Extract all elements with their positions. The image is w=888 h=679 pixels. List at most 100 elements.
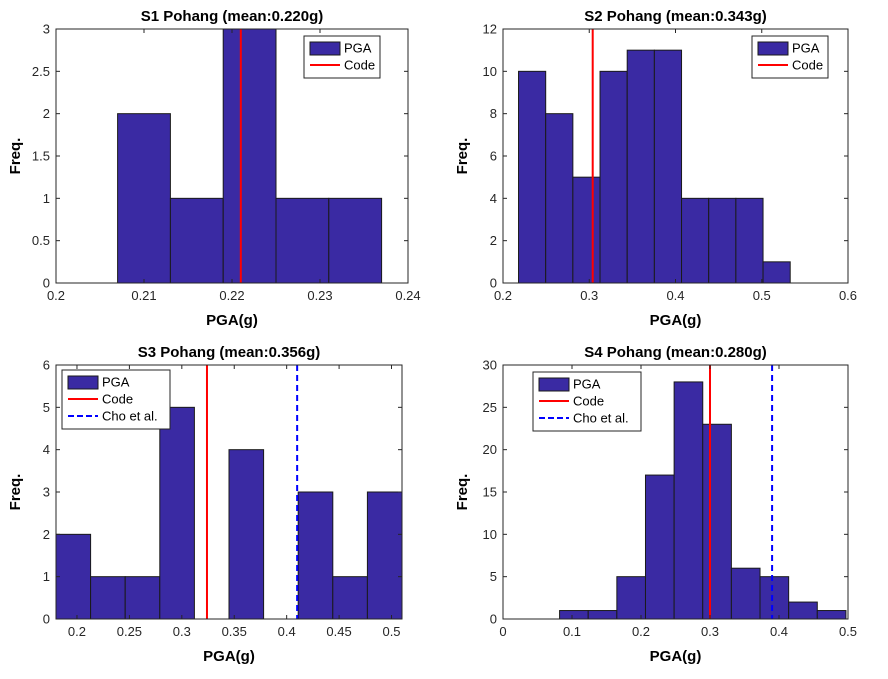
legend-label: Code [792, 58, 823, 73]
histogram-bar [332, 576, 368, 620]
x-tick-label: 0.22 [219, 288, 244, 303]
x-tick-label: 0.23 [307, 288, 332, 303]
histogram-bar [587, 610, 618, 620]
legend: PGA Code [751, 35, 829, 79]
legend-swatch-pga [757, 41, 789, 56]
y-tick-label: 2 [43, 527, 50, 542]
y-tick-label: 12 [483, 22, 497, 37]
y-axis-label: Freq. [454, 138, 471, 175]
chart-panel-3: 0.2 0.25 0.3 0.35 0.4 0.45 0.5 0 1 2 3 4 5 6 S3 Pohang… [7, 344, 403, 665]
histogram-bar [626, 49, 655, 284]
legend-swatch-pga [309, 41, 341, 56]
y-axis-label: Freq. [7, 474, 24, 511]
histogram-bar [117, 113, 171, 284]
histogram-bar [124, 576, 161, 620]
histogram-bar [735, 197, 764, 284]
legend-label: PGA [344, 41, 372, 56]
y-tick-label: 2 [43, 106, 50, 121]
legend-label: Code [102, 392, 133, 407]
y-tick-label: 15 [483, 485, 497, 500]
y-tick-label: 4 [43, 442, 50, 457]
y-axis-label: Freq. [454, 474, 471, 511]
x-tick-label: 0.5 [753, 288, 771, 303]
x-tick-label: 0.4 [278, 624, 296, 639]
histogram-bar [559, 610, 589, 620]
histogram-bar [644, 474, 675, 620]
histogram-bar [572, 176, 601, 284]
x-axis-label: PGA(g) [203, 648, 255, 665]
histogram-bar [762, 261, 791, 284]
legend-label: Code [573, 394, 604, 409]
y-tick-label: 10 [483, 527, 497, 542]
y-tick-label: 1.5 [32, 149, 50, 164]
y-tick-label: 2 [490, 233, 497, 248]
histogram-bar [366, 491, 403, 620]
y-tick-label: 0 [490, 276, 497, 291]
x-tick-label: 0.24 [395, 288, 420, 303]
histogram-bar [708, 197, 737, 284]
chart-panel-4: 0 0.1 0.2 0.3 0.4 0.5 0 5 10 15 20 25 30 S4 Pohang (m… [454, 344, 857, 665]
histogram-bar [169, 197, 224, 284]
histogram-bar [90, 576, 126, 620]
x-tick-label: 0.3 [701, 624, 719, 639]
legend: PGA Code Cho et al. [532, 371, 642, 432]
x-tick-label: 0.35 [222, 624, 247, 639]
legend-swatch-pga [538, 377, 570, 392]
histogram-bar [159, 406, 195, 620]
histogram-bar [275, 197, 330, 284]
legend-box [751, 35, 829, 79]
x-tick-label: 0.2 [632, 624, 650, 639]
histogram-bar [616, 576, 646, 620]
x-tick-label: 0.5 [382, 624, 400, 639]
x-tick-label: 0.4 [666, 288, 684, 303]
y-tick-label: 4 [490, 191, 497, 206]
legend-label: PGA [573, 377, 601, 392]
histogram-bar [759, 576, 790, 620]
x-tick-label: 0.25 [117, 624, 142, 639]
y-tick-label: 0 [43, 612, 50, 627]
chart-panel-1: 0.2 0.21 0.22 0.23 0.24 0 0.5 1 1.5 2 2.5 3 S1 Pohan… [7, 8, 421, 329]
chart-title: S2 Pohang (mean:0.343g) [584, 8, 767, 25]
x-tick-label: 0.3 [173, 624, 191, 639]
x-tick-label: 0.3 [580, 288, 598, 303]
legend: PGA Code [303, 35, 381, 79]
histogram-bar [702, 423, 732, 620]
histogram-bar [518, 70, 547, 284]
y-tick-label: 1 [43, 569, 50, 584]
y-tick-label: 2.5 [32, 64, 50, 79]
histogram-bar [673, 381, 704, 620]
x-tick-label: 0.6 [839, 288, 857, 303]
x-axis-label: PGA(g) [650, 312, 702, 329]
legend-label: Cho et al. [573, 411, 629, 426]
histogram-bar [599, 70, 628, 284]
histogram-bar [730, 567, 761, 620]
chart-title: S3 Pohang (mean:0.356g) [138, 344, 321, 361]
y-tick-label: 10 [483, 64, 497, 79]
y-tick-label: 5 [43, 400, 50, 415]
histogram-bar [222, 28, 277, 284]
x-tick-label: 0.4 [770, 624, 788, 639]
y-tick-label: 8 [490, 106, 497, 121]
y-tick-label: 5 [490, 569, 497, 584]
y-tick-label: 25 [483, 400, 497, 415]
y-tick-label: 20 [483, 442, 497, 457]
y-tick-label: 6 [43, 358, 50, 373]
y-tick-label: 1 [43, 191, 50, 206]
histogram-bar [681, 197, 710, 284]
x-tick-label: 0.45 [326, 624, 351, 639]
x-axis-label: PGA(g) [206, 312, 258, 329]
chart-title: S1 Pohang (mean:0.220g) [141, 8, 324, 25]
legend-label: PGA [102, 375, 130, 390]
y-axis-label: Freq. [7, 138, 24, 175]
x-tick-label: 0.2 [47, 288, 65, 303]
x-tick-label: 0.2 [68, 624, 86, 639]
chart-title: S4 Pohang (mean:0.280g) [584, 344, 767, 361]
y-tick-label: 3 [43, 485, 50, 500]
y-tick-label: 6 [490, 149, 497, 164]
x-tick-label: 0.21 [131, 288, 156, 303]
histogram-bar [816, 610, 847, 620]
histogram-bar [297, 491, 334, 620]
legend-swatch-pga [67, 375, 99, 390]
histogram-bar [55, 533, 92, 620]
